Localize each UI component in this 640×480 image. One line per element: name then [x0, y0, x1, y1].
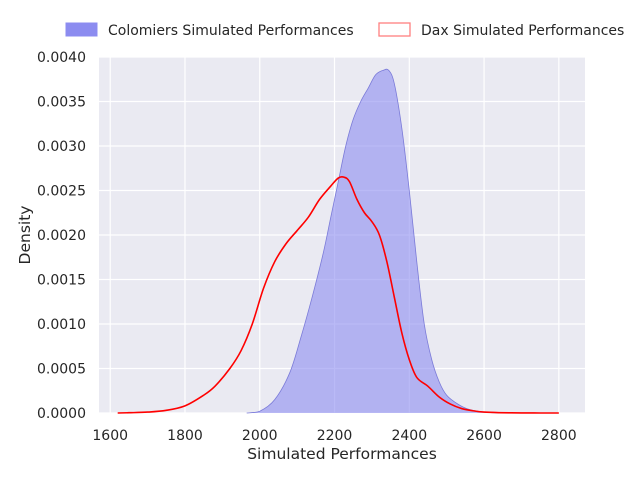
y-axis-label: Density [16, 206, 34, 265]
x-tick-label: 2800 [541, 428, 577, 444]
y-tick-label: 0.0025 [37, 184, 86, 200]
legend-swatch-colomiers [65, 22, 98, 37]
y-tick-label: 0.0020 [37, 228, 86, 244]
x-tick-label: 1600 [92, 428, 128, 444]
legend-label-colomiers: Colomiers Simulated Performances [108, 23, 354, 39]
x-tick-label: 1800 [167, 428, 203, 444]
y-tick-label: 0.0005 [37, 362, 86, 378]
series-outline-colomiers [246, 68, 500, 414]
y-tick-label: 0.0040 [37, 50, 86, 66]
y-tick-label: 0.0010 [37, 317, 86, 333]
legend-swatch-dax [378, 22, 411, 37]
y-tick-label: 0.0015 [37, 273, 86, 289]
legend: Colomiers Simulated Performances Dax Sim… [65, 22, 624, 39]
y-tick-label: 0.0000 [37, 406, 86, 422]
x-tick-label: 2000 [242, 428, 278, 444]
series-area-colomiers [246, 69, 500, 413]
y-tick-label: 0.0035 [37, 95, 86, 111]
x-tick-label: 2400 [391, 428, 427, 444]
y-tick-label: 0.0030 [37, 139, 86, 155]
chart-marks [117, 68, 559, 414]
y-tick-labels: 0.0000 0.0005 0.0010 0.0015 0.0020 0.0025 0.00… [37, 50, 86, 422]
series-line-dax [117, 175, 559, 414]
x-tick-labels: 1600 1800 2000 2200 2400 2600 2800 [92, 428, 576, 444]
x-tick-label: 2600 [466, 428, 502, 444]
x-axis-label: Simulated Performances [247, 445, 437, 463]
legend-label-dax: Dax Simulated Performances [421, 23, 624, 39]
x-tick-label: 2200 [317, 428, 353, 444]
